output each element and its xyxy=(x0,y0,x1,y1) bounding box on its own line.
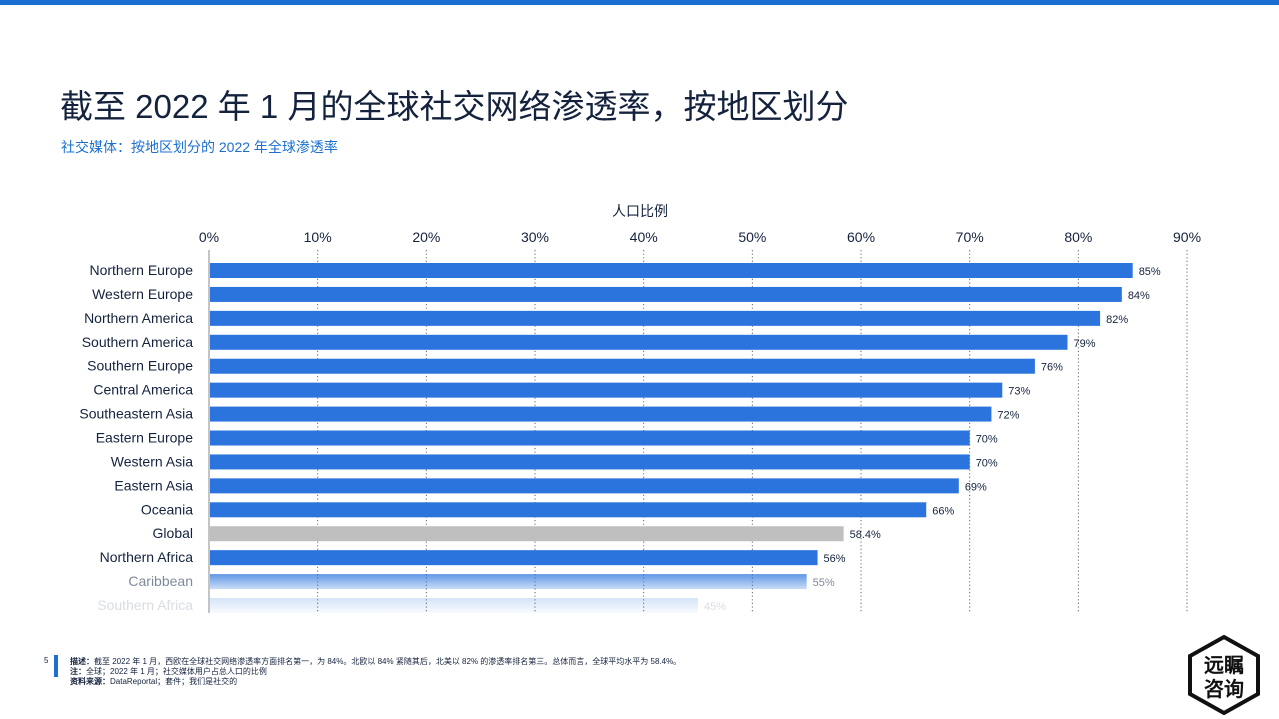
x-tick-label: 20% xyxy=(412,229,440,245)
top-accent-bar xyxy=(0,0,1279,5)
x-tick-label: 90% xyxy=(1173,229,1201,245)
category-label: Western Europe xyxy=(92,286,193,302)
value-label: 55% xyxy=(813,577,835,589)
page-subtitle: 社交媒体：按地区划分的 2022 年全球渗透率 xyxy=(61,139,338,155)
logo-line2: 咨询 xyxy=(1204,677,1244,701)
value-label: 69% xyxy=(965,481,987,493)
bar xyxy=(210,454,970,470)
note-text: 截至 2022 年 1 月，西欧在全球社交网络渗透率方面排名第一，为 84%。北… xyxy=(94,657,682,666)
source-text: DataReportal；套件；我们是社交的 xyxy=(110,677,238,686)
logo-line1: 远瞩 xyxy=(1204,654,1244,677)
page-title: 截至 2022 年 1 月的全球社交网络渗透率，按地区划分 xyxy=(60,88,849,125)
page-number: 5 xyxy=(44,656,49,665)
category-label: Southern Europe xyxy=(87,358,193,374)
category-label: Northern America xyxy=(84,310,193,326)
value-label: 76% xyxy=(1041,362,1063,374)
bar xyxy=(210,478,959,494)
note-label: 描述： xyxy=(70,657,94,666)
bar xyxy=(210,574,807,590)
category-label: Eastern Europe xyxy=(96,430,193,446)
value-label: 79% xyxy=(1073,338,1095,350)
footer-accent xyxy=(54,655,58,677)
bar xyxy=(210,550,818,566)
footer-notes: 描述：截至 2022 年 1 月，西欧在全球社交网络渗透率方面排名第一，为 84… xyxy=(70,657,681,687)
bar xyxy=(210,263,1133,278)
category-label: Eastern Asia xyxy=(114,477,193,493)
value-label: 72% xyxy=(997,410,1019,422)
bar xyxy=(210,358,1035,374)
value-label: 66% xyxy=(932,505,954,517)
bar xyxy=(210,598,699,614)
category-label: Caribbean xyxy=(128,573,193,589)
x-tick-label: 30% xyxy=(521,229,549,245)
bar-chart: 人口比例 0% 10% 20% 30% 40% 50% 60% 70% 80% 90% North… xyxy=(79,203,1201,614)
value-label: 45% xyxy=(704,601,726,613)
category-label: Western Asia xyxy=(111,453,193,469)
bar xyxy=(210,310,1101,326)
value-label: 58.4% xyxy=(850,529,881,541)
company-logo: 远瞩 咨询 xyxy=(1188,635,1260,715)
category-label: Southern America xyxy=(82,334,193,350)
x-tick-label: 50% xyxy=(738,229,766,245)
category-label: Southeastern Asia xyxy=(79,406,193,422)
bar xyxy=(210,502,927,518)
x-tick-label: 60% xyxy=(847,229,875,245)
x-axis-label: 人口比例 xyxy=(612,203,668,219)
bar xyxy=(210,286,1122,302)
value-label: 56% xyxy=(824,553,846,565)
x-tick-label: 40% xyxy=(630,229,658,245)
category-label: Oceania xyxy=(141,501,193,517)
category-label: Central America xyxy=(93,382,193,398)
value-label: 84% xyxy=(1128,290,1150,302)
note2-label: 注： xyxy=(70,667,86,676)
bar xyxy=(210,526,844,542)
category-label: Global xyxy=(153,525,193,541)
x-tick-label: 0% xyxy=(199,229,219,245)
category-label: Northern Europe xyxy=(89,262,193,278)
x-tick-label: 10% xyxy=(304,229,332,245)
value-label: 85% xyxy=(1139,266,1161,278)
value-label: 82% xyxy=(1106,314,1128,326)
x-tick-label: 80% xyxy=(1064,229,1092,245)
value-label: 73% xyxy=(1008,386,1030,398)
x-tick-label: 70% xyxy=(956,229,984,245)
note2-text: 全球；2022 年 1 月；社交媒体用户占总人口的比例 xyxy=(86,667,267,676)
category-label: Northern Africa xyxy=(100,549,194,565)
value-label: 70% xyxy=(976,434,998,446)
bar xyxy=(210,382,1003,398)
source-label: 资料来源： xyxy=(70,677,110,686)
value-label: 70% xyxy=(976,457,998,469)
category-label: Southern Africa xyxy=(97,597,193,613)
bar xyxy=(210,334,1068,350)
bar xyxy=(210,406,992,422)
bar xyxy=(210,430,970,446)
